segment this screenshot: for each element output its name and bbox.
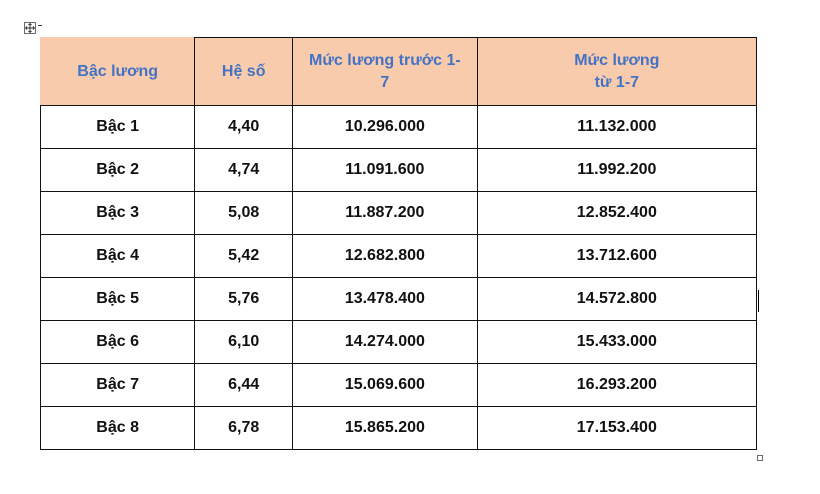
table-move-handle-icon[interactable] <box>24 22 36 34</box>
header-bac-luong[interactable]: Bậc lương <box>39 37 196 106</box>
header-muc-luong-truoc-line2: 7 <box>380 73 390 91</box>
table-row: Bậc 5 5,76 13.478.400 14.572.800 <box>39 277 758 321</box>
cell-muc-luong-tu[interactable]: 11.132.000 <box>476 105 758 149</box>
cell-muc-luong-truoc[interactable]: 15.069.600 <box>292 363 478 407</box>
table-row: Bậc 8 6,78 15.865.200 17.153.400 <box>39 406 758 450</box>
cell-bac[interactable]: Bậc 2 <box>39 148 196 192</box>
table-row: Bậc 6 6,10 14.274.000 15.433.000 <box>39 320 758 364</box>
cell-muc-luong-tu[interactable]: 14.572.800 <box>476 277 758 321</box>
header-he-so[interactable]: Hệ số <box>194 37 294 106</box>
cell-muc-luong-tu[interactable]: 11.992.200 <box>476 148 758 192</box>
cell-he-so[interactable]: 5,42 <box>194 234 294 278</box>
cell-bac[interactable]: Bậc 3 <box>39 191 196 235</box>
table-row: Bậc 7 6,44 15.069.600 16.293.200 <box>39 363 758 407</box>
table-row: Bậc 2 4,74 11.091.600 11.992.200 <box>39 148 758 192</box>
cell-he-so[interactable]: 6,10 <box>194 320 294 364</box>
text-cursor <box>758 290 759 312</box>
cell-muc-luong-tu[interactable]: 13.712.600 <box>476 234 758 278</box>
header-muc-luong-tu-line2: từ 1-7 <box>594 73 640 91</box>
cell-bac[interactable]: Bậc 8 <box>39 406 196 450</box>
cell-he-so[interactable]: 5,76 <box>194 277 294 321</box>
cell-muc-luong-tu[interactable]: 16.293.200 <box>476 363 758 407</box>
cell-muc-luong-tu[interactable]: 17.153.400 <box>476 406 758 450</box>
cell-muc-luong-tu[interactable]: 12.852.400 <box>476 191 758 235</box>
header-muc-luong-tu[interactable]: Mức lương từ 1-7 <box>476 37 758 106</box>
cell-bac[interactable]: Bậc 6 <box>39 320 196 364</box>
cell-muc-luong-truoc[interactable]: 12.682.800 <box>292 234 478 278</box>
cell-muc-luong-tu[interactable]: 15.433.000 <box>476 320 758 364</box>
salary-table: Bậc lương Hệ số Mức lương trước 1- 7 Mức… <box>39 37 758 450</box>
cell-bac[interactable]: Bậc 1 <box>39 105 196 149</box>
table-row: Bậc 1 4,40 10.296.000 11.132.000 <box>39 105 758 149</box>
table-header-row: Bậc lương Hệ số Mức lương trước 1- 7 Mức… <box>39 37 758 106</box>
cell-muc-luong-truoc[interactable]: 15.865.200 <box>292 406 478 450</box>
cell-muc-luong-truoc[interactable]: 11.091.600 <box>292 148 478 192</box>
cell-muc-luong-truoc[interactable]: 13.478.400 <box>292 277 478 321</box>
header-muc-luong-tu-line1: Mức lương <box>574 51 660 69</box>
cell-bac[interactable]: Bậc 4 <box>39 234 196 278</box>
table-row: Bậc 3 5,08 11.887.200 12.852.400 <box>39 191 758 235</box>
cell-muc-luong-truoc[interactable]: 10.296.000 <box>292 105 478 149</box>
cell-muc-luong-truoc[interactable]: 11.887.200 <box>292 191 478 235</box>
cell-he-so[interactable]: 4,74 <box>194 148 294 192</box>
cell-he-so[interactable]: 4,40 <box>194 105 294 149</box>
cell-bac[interactable]: Bậc 7 <box>39 363 196 407</box>
move-handle-dash <box>38 25 42 26</box>
cell-bac[interactable]: Bậc 5 <box>39 277 196 321</box>
table-row: Bậc 4 5,42 12.682.800 13.712.600 <box>39 234 758 278</box>
cell-he-so[interactable]: 5,08 <box>194 191 294 235</box>
cell-he-so[interactable]: 6,44 <box>194 363 294 407</box>
header-muc-luong-truoc-line1: Mức lương trước 1- <box>308 51 461 69</box>
table-resize-handle-icon[interactable] <box>757 455 763 461</box>
header-muc-luong-truoc[interactable]: Mức lương trước 1- 7 <box>292 37 478 106</box>
cell-muc-luong-truoc[interactable]: 14.274.000 <box>292 320 478 364</box>
cell-he-so[interactable]: 6,78 <box>194 406 294 450</box>
